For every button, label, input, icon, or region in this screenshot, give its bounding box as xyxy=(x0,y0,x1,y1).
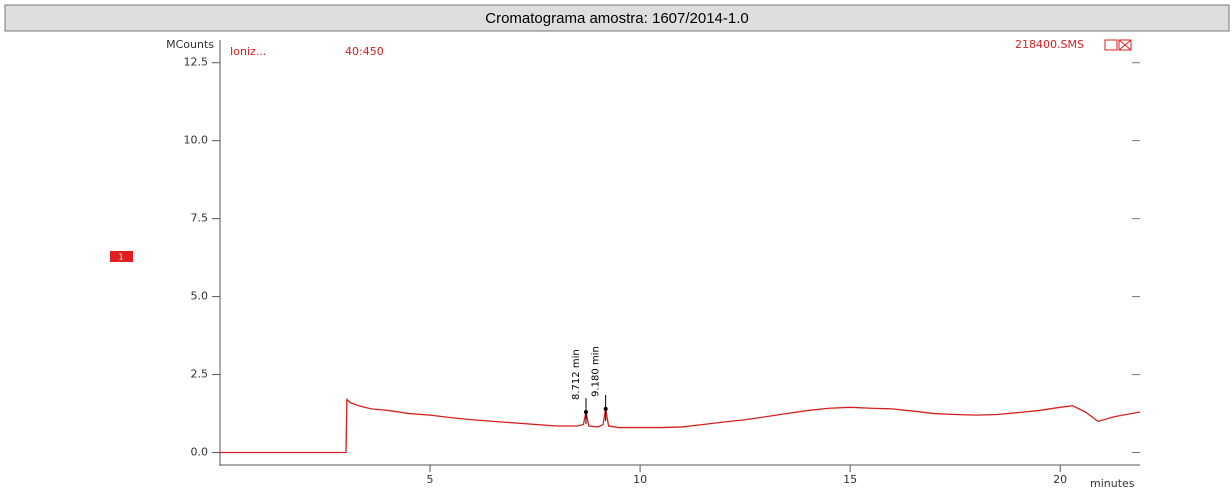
y-axis-label: MCounts xyxy=(166,38,214,51)
window-icon[interactable] xyxy=(1104,39,1132,51)
mass-range: 40:450 xyxy=(345,45,384,58)
trace-marker: 1 xyxy=(118,253,123,262)
x-tick-label: 5 xyxy=(427,473,434,486)
y-tick-label: 5.0 xyxy=(191,290,209,303)
peak-label: 8.712 min xyxy=(571,349,582,400)
x-axis-label: minutes xyxy=(1090,477,1135,488)
peak-label: 9.180 min xyxy=(591,346,602,397)
peak-dot xyxy=(583,409,588,414)
y-tick-label: 0.0 xyxy=(191,446,209,459)
chart-title: Cromatograma amostra: 1607/2014-1.0 xyxy=(485,10,748,27)
peak-dot xyxy=(603,406,608,411)
trace-marker-box xyxy=(110,251,133,262)
y-tick-label: 2.5 xyxy=(191,368,209,381)
y-tick-label: 7.5 xyxy=(191,212,209,225)
x-tick-label: 20 xyxy=(1053,473,1067,486)
y-tick-label: 12.5 xyxy=(184,56,209,69)
x-tick-label: 15 xyxy=(843,473,857,486)
file-name: 218400.SMS xyxy=(1015,38,1084,51)
x-tick-label: 10 xyxy=(633,473,647,486)
ionization: Ioniz... xyxy=(230,45,266,58)
y-tick-label: 10.0 xyxy=(184,134,209,147)
title-bar xyxy=(4,4,1230,32)
trace-line xyxy=(220,398,1141,454)
